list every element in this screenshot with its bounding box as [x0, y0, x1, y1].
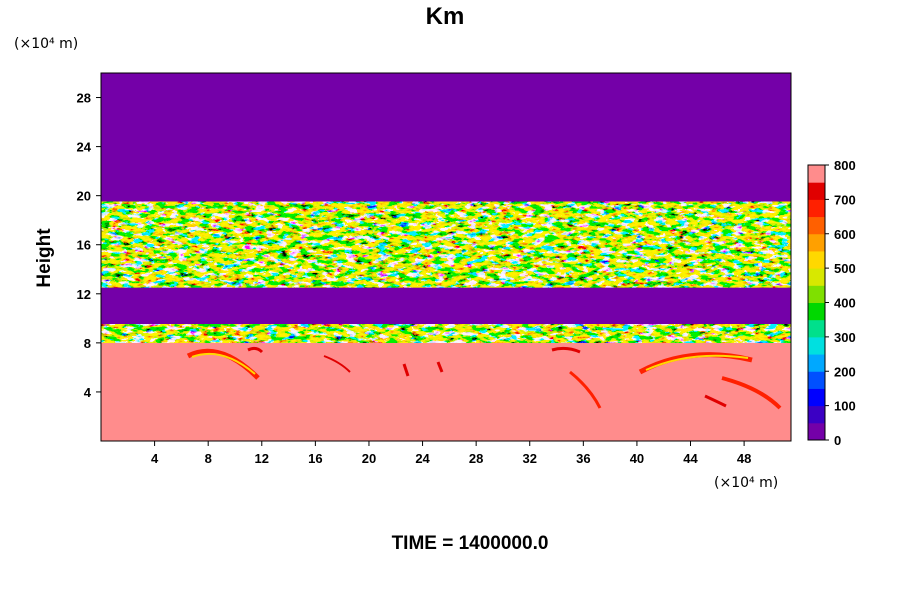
y-tick-label: 12: [77, 287, 91, 302]
colorbar-segment: [808, 371, 825, 389]
x-tick-label: 24: [415, 451, 430, 466]
colorbar-tick-label: 100: [834, 399, 856, 414]
y-tick-label: 20: [77, 189, 91, 204]
colorbar-segment: [808, 388, 825, 407]
colorbar-segment: [808, 319, 825, 338]
x-unit-label: (×10⁴ m): [714, 475, 778, 491]
colorbar-segment: [808, 354, 825, 372]
field-turbulent-band-upper: [101, 201, 791, 288]
x-tick-label: 28: [469, 451, 483, 466]
x-tick-label: 36: [576, 451, 590, 466]
x-tick-label: 8: [205, 451, 212, 466]
y-tick-label: 4: [84, 385, 92, 400]
x-tick-label: 20: [362, 451, 376, 466]
x-axis-ticks: 4 8 12 16 20 24 28 32 36 40 44 48: [151, 441, 751, 466]
y-unit-label: (×10⁴ m): [14, 36, 78, 52]
colorbar-segment: [808, 302, 825, 321]
colorbar-tick-label: 800: [834, 158, 856, 173]
colorbar-segment: [808, 422, 825, 441]
colorbar-tick-label: 0: [834, 433, 841, 448]
colorbar-segment: [808, 285, 825, 303]
colorbar-segment: [808, 199, 825, 218]
y-axis-ticks: 4 8 12 16 20 24 28: [77, 91, 101, 400]
x-tick-label: 12: [255, 451, 269, 466]
colorbar-segment: [808, 268, 825, 286]
colorbar-segment: [808, 250, 825, 269]
colorbar-segment: [808, 233, 825, 252]
x-tick-label: 44: [683, 451, 698, 466]
y-tick-label: 16: [77, 238, 91, 253]
field-quiet-band: [101, 287, 791, 325]
colorbar-segment: [808, 182, 825, 200]
y-tick-label: 28: [77, 91, 91, 106]
x-tick-label: 48: [737, 451, 751, 466]
y-axis-label: Height: [34, 228, 55, 288]
x-tick-label: 40: [630, 451, 644, 466]
y-tick-label: 24: [77, 140, 92, 155]
x-tick-label: 32: [523, 451, 537, 466]
colorbar-tick-label: 200: [834, 364, 856, 379]
colorbar-segment: [808, 336, 825, 355]
field-upper-region: [101, 73, 791, 202]
x-tick-label: 4: [151, 451, 159, 466]
colorbar-tick-label: 600: [834, 227, 856, 242]
plot-frame: [100, 72, 792, 442]
colorbar-tick-label: 500: [834, 261, 856, 276]
colorbar-segment: [808, 405, 825, 424]
chart-title: Km: [426, 3, 465, 30]
colorbar-tick-label: 700: [834, 192, 856, 207]
colorbar-segment: [808, 216, 825, 235]
field-turbulent-band-lower: [101, 324, 791, 343]
y-tick-label: 8: [84, 336, 91, 351]
colorbar: [807, 164, 826, 441]
x-tick-label: 16: [308, 451, 322, 466]
time-label: TIME = 1400000.0: [392, 533, 549, 554]
colorbar-tick-label: 400: [834, 296, 856, 311]
colorbar-ticks: 0 100 200 300 400 500 600 700 800: [825, 158, 856, 448]
colorbar-tick-label: 300: [834, 330, 856, 345]
plot-area: [101, 73, 791, 441]
lower-region-streaks: [186, 346, 782, 410]
colorbar-segment: [808, 165, 825, 183]
